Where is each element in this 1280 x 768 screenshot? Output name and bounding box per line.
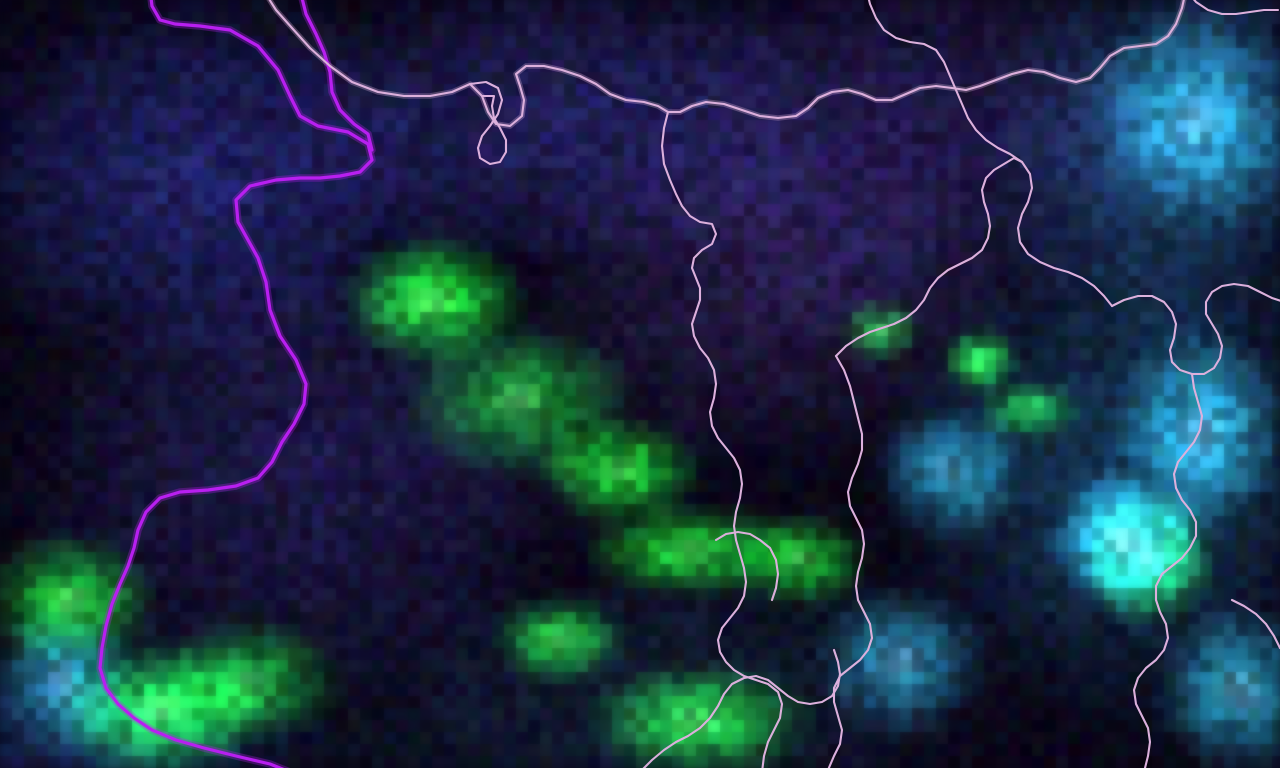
radar-echo-canvas bbox=[0, 0, 1280, 768]
radar-map-viewport[interactable] bbox=[0, 0, 1280, 768]
